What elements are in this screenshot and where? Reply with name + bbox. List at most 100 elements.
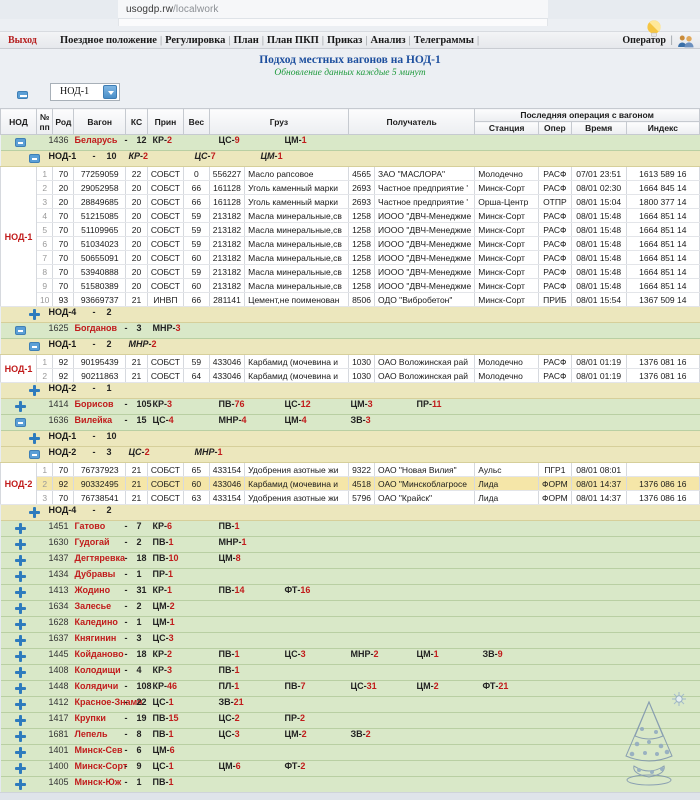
station-group-row[interactable]: 1630 Гудогай -2 ПВ-1 МНР-1 <box>0 536 700 553</box>
table-row[interactable]: НОД-2 1 70 76737923 21 СОБСТ 65 433154 Удобрения… <box>0 462 700 505</box>
nod-group-row[interactable]: НОД-1-2 МНР-2 <box>0 338 700 355</box>
table-row[interactable]: 5 70 51109965 20 СОБСТ 59 213182 Масла минераль… <box>1 222 700 237</box>
table-row[interactable]: 3 20 28849685 20 СОБСТ 66 161128 Уголь каменный… <box>1 194 700 209</box>
nod-group-row[interactable]: НОД-2 -3 ЦС-2 МНР-1 <box>0 446 700 463</box>
col-oper: Опер <box>538 121 572 135</box>
url-path: /localwork <box>173 4 219 15</box>
expand-toggle-icon[interactable] <box>14 651 26 662</box>
expand-toggle-icon[interactable] <box>14 683 26 694</box>
station-group-row[interactable]: 1414 Борисов -105 КР-3 ПВ-76 ЦС-12 ЦМ-3 ПР-11 <box>0 398 700 415</box>
table-row[interactable]: 4 70 51215085 20 СОБСТ 59 213182 Масла минераль… <box>1 208 700 223</box>
station-group-row[interactable]: 1408 Колодищи -4 КР-3 ПВ-1 <box>0 664 700 681</box>
collapse-toggle-icon[interactable] <box>14 138 26 147</box>
cell-rod: 70 <box>52 222 75 237</box>
collapse-toggle-icon[interactable] <box>28 342 40 351</box>
expand-toggle-icon[interactable] <box>28 433 40 444</box>
table-row[interactable]: НОД-1 1 70 77259059 22 СОБСТ 0 556227 Масло рапс… <box>0 166 700 307</box>
expand-toggle-icon[interactable] <box>14 635 26 646</box>
station-group-row[interactable]: 1625 Богданов -3 МНР-3 <box>0 322 700 339</box>
table-row[interactable]: 8 70 53940888 20 СОБСТ 59 213182 Масла минераль… <box>1 264 700 279</box>
station-group-row[interactable]: 1434 Дубравы -1 ПР-1 <box>0 568 700 585</box>
expand-toggle-icon[interactable] <box>14 667 26 678</box>
nod-group-row[interactable]: НОД-4 -2 <box>0 504 700 521</box>
address-bar[interactable]: usogdp.rw/localwork <box>118 0 548 19</box>
table-row[interactable]: 3 70 76738541 21 СОБСТ 63 433154 Удобрения азот… <box>1 490 700 505</box>
nod-group-row[interactable]: НОД-1 -10 <box>0 430 700 447</box>
expand-toggle-icon[interactable] <box>14 603 26 614</box>
group-count: 22 <box>136 697 147 708</box>
station-group-row[interactable]: 1445 Койданово -18 КР-2 ПВ-1 ЦС-3 МНР-2 ЦМ-1 ЗВ-… <box>0 648 700 665</box>
station-group-row[interactable]: 1451 Гатово -7 КР-6 ПВ-1 <box>0 520 700 537</box>
nav-link-2[interactable]: Регулировка <box>165 35 226 46</box>
table-row[interactable]: 7 70 50655091 20 СОБСТ 60 213182 Масла минераль… <box>1 250 700 265</box>
nod-select[interactable]: НОД-1 <box>50 83 120 101</box>
expand-toggle-icon[interactable] <box>14 699 26 710</box>
nav-link-5[interactable]: Приказ <box>326 35 363 46</box>
nav-divider: | <box>670 35 673 46</box>
cell-vagon: 76737923 <box>73 462 127 477</box>
station-group-row[interactable]: 1448 Колядичи -108 КР-46 ПЛ-1 ПВ-7 ЦС-31 ЦМ-2 ФТ… <box>0 680 700 697</box>
cell-etsng: 1258 <box>348 236 376 251</box>
station-group-row[interactable]: 1417 Крупки -19 ПВ-15 ЦС-2 ПР-2 <box>0 712 700 729</box>
collapse-toggle-icon[interactable] <box>14 418 26 427</box>
table-row[interactable]: 9 70 51580389 20 СОБСТ 60 213182 Масла минераль… <box>1 278 700 293</box>
expand-toggle-icon[interactable] <box>28 507 40 518</box>
expand-toggle-icon[interactable] <box>14 763 26 774</box>
group-tag-value: 2 <box>143 151 149 162</box>
table-row[interactable]: 2 92 90332495 21 СОБСТ 60 433046 Карбамид (моче… <box>1 476 700 491</box>
expand-toggle-icon[interactable] <box>14 731 26 742</box>
nav-link-1[interactable]: Поездное положение <box>60 35 157 46</box>
logout-link[interactable]: Выход <box>8 35 37 46</box>
chevron-down-icon[interactable] <box>103 85 117 99</box>
table-row[interactable]: 2 92 90211863 21 СОБСТ 64 433046 Карбамид (моче… <box>1 368 700 383</box>
station-group-row[interactable]: 1636 Вилейка -15 ЦС-4 МНР-4 ЦМ-4 ЗВ-3 <box>0 414 700 431</box>
station-group-row[interactable]: 1437 Дегтяревка -18 ПВ-10 ЦМ-8 <box>0 552 700 569</box>
nod-group-row[interactable]: НОД-1 -10 КР-2 ЦС-7 ЦМ-1 <box>0 150 700 167</box>
users-icon[interactable] <box>677 34 695 48</box>
nav-link-6[interactable]: Анализ <box>370 35 406 46</box>
group-tag-value: 4 <box>301 415 307 426</box>
expand-toggle-icon[interactable] <box>14 539 26 550</box>
station-group-row[interactable]: 1413 Жодино -31 КР-1 ПВ-14 ФТ-16 <box>0 584 700 601</box>
table-row[interactable]: 6 70 51034023 20 СОБСТ 59 213182 Масла минераль… <box>1 236 700 251</box>
collapse-toggle-icon[interactable] <box>14 326 26 335</box>
cell-ks: 20 <box>125 264 148 279</box>
collapse-toggle-icon[interactable] <box>28 154 40 163</box>
nav-link-3[interactable]: План <box>233 35 259 46</box>
expand-toggle-icon[interactable] <box>14 555 26 566</box>
cell-poluchatel: ОАО "Крайск" <box>374 490 476 505</box>
nod-group-row[interactable]: НОД-2 -1 <box>0 382 700 399</box>
expand-toggle-icon[interactable] <box>28 309 40 320</box>
expand-toggle-icon[interactable] <box>14 587 26 598</box>
group-tag-label: ЦС- <box>152 761 169 772</box>
expand-toggle-icon[interactable] <box>14 401 26 412</box>
table-row[interactable]: 2 20 29052958 20 СОБСТ 66 161128 Уголь каменный… <box>1 180 700 195</box>
station-group-row[interactable]: 1637 Княгинин -3 ЦС-3 <box>0 632 700 649</box>
station-code: 1437 <box>48 553 69 564</box>
nod-group-row[interactable]: НОД-4 -2 <box>0 306 700 323</box>
group-dash: - <box>124 553 128 564</box>
minus-box-icon[interactable] <box>17 91 28 99</box>
expand-toggle-icon[interactable] <box>14 715 26 726</box>
expand-toggle-icon[interactable] <box>14 571 26 582</box>
expand-toggle-icon[interactable] <box>14 523 26 534</box>
station-group-row[interactable]: 1405 Минск-Юж -1 ПВ-1 <box>0 776 700 793</box>
station-group-row[interactable]: 1681 Лепель -8 ПВ-1 ЦС-3 ЦМ-2 ЗВ-2 <box>0 728 700 745</box>
expand-toggle-icon[interactable] <box>28 385 40 396</box>
station-group-row[interactable]: 1400 Минск-Сорт -9 ЦС-1 ЦМ-6 ФТ-2 <box>0 760 700 777</box>
station-group-row[interactable]: 1634 Залесье -2 ЦМ-2 <box>0 600 700 617</box>
collapse-toggle-icon[interactable] <box>28 450 40 459</box>
station-group-row[interactable]: 1628 Каледино -1 ЦМ-1 <box>0 616 700 633</box>
table-row[interactable]: НОД-1 1 92 90195439 21 СОБСТ 59 433046 Карбамид … <box>0 354 700 383</box>
station-group-row[interactable]: 1401 Минск-Сев -6 ЦМ-6 <box>0 744 700 761</box>
table-row[interactable]: 10 93 93669737 21 ИНВП 66 281141 Цемент,не поим… <box>1 292 700 307</box>
nav-link-7[interactable]: Телеграммы <box>413 35 474 46</box>
expand-toggle-icon[interactable] <box>14 619 26 630</box>
station-group-row[interactable]: 1412 Красное-Знамя -22 ЦС-1 ЗВ-21 <box>0 696 700 713</box>
expand-toggle-icon[interactable] <box>14 779 26 790</box>
lightbulb-icon[interactable] <box>646 20 662 38</box>
nav-link-4[interactable]: План ПКП <box>266 35 319 46</box>
station-group-row[interactable]: 1436 Беларусь -12 КР-2 ЦС-9 ЦМ-1 <box>0 134 700 151</box>
expand-toggle-icon[interactable] <box>14 747 26 758</box>
